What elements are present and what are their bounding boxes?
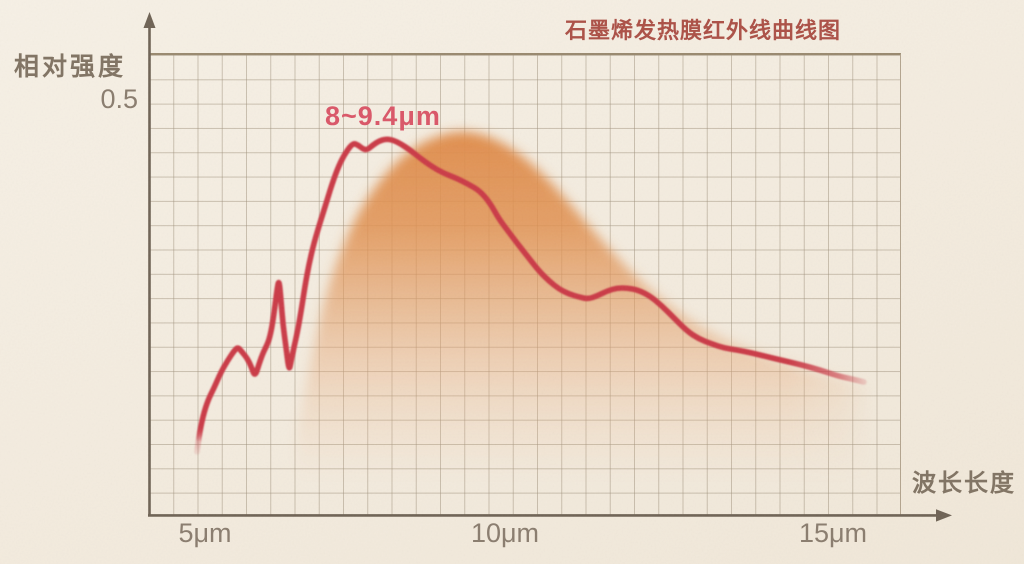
y-axis-label: 相对强度 [14, 53, 127, 81]
x-axis-tick-5um: 5μm [178, 518, 232, 548]
peak-range-annotation: 8~9.4μm [325, 101, 441, 131]
chart-title: 石墨烯发热膜红外线曲线图 [565, 18, 842, 43]
y-axis-tick-0.5: 0.5 [100, 84, 138, 114]
x-axis-label: 波长长度 [912, 470, 1016, 497]
x-axis-tick-15um: 15μm [798, 518, 868, 548]
x-axis-tick-10um: 10μm [470, 518, 540, 548]
